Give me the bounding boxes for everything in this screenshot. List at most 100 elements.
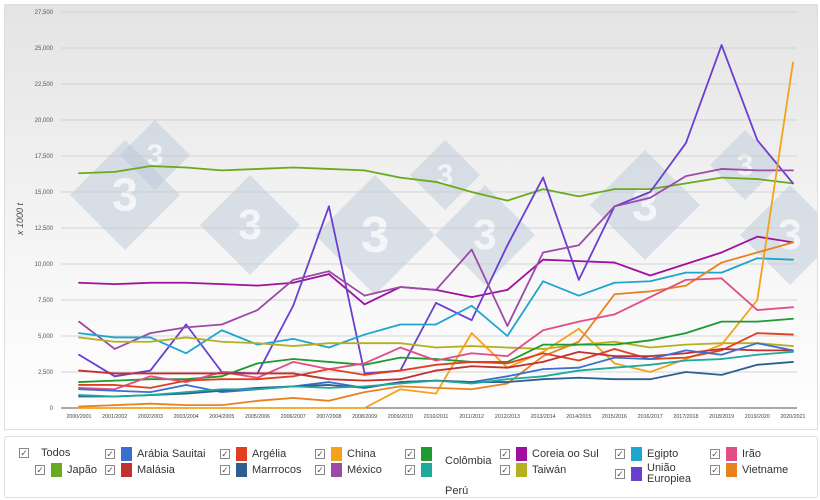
data-point bbox=[756, 299, 759, 301]
data-point bbox=[435, 181, 437, 183]
data-point bbox=[435, 323, 437, 326]
data-point bbox=[78, 353, 80, 356]
checkbox[interactable]: ✓ bbox=[35, 465, 45, 475]
data-point bbox=[220, 375, 223, 378]
data-point bbox=[328, 273, 330, 275]
data-point bbox=[542, 280, 544, 283]
data-point bbox=[363, 372, 366, 375]
checkbox[interactable]: ✓ bbox=[500, 465, 510, 475]
y-tick-label: 7,500 bbox=[38, 298, 54, 304]
legend-swatch bbox=[121, 463, 132, 477]
x-tick-label: 2018/2019 bbox=[709, 414, 734, 420]
data-point bbox=[649, 358, 652, 360]
data-point bbox=[756, 353, 759, 356]
data-point bbox=[613, 366, 616, 369]
checkbox[interactable]: ✓ bbox=[500, 449, 510, 459]
x-axis-ticks: 2000/2001 2001/2002 2002/2003 2003/2004 2004… bbox=[66, 414, 805, 420]
legend-item-jap-o[interactable]: ✓ Japão bbox=[35, 463, 97, 477]
checkbox[interactable]: ✓ bbox=[710, 465, 720, 475]
data-point bbox=[292, 361, 295, 363]
legend-item-arg-lia[interactable]: ✓ Argélia bbox=[220, 447, 286, 461]
y-tick-label: 5,000 bbox=[38, 334, 54, 340]
data-point bbox=[399, 382, 402, 385]
legend-label: Colômbia bbox=[445, 455, 492, 467]
data-point bbox=[363, 169, 366, 172]
data-point bbox=[542, 355, 544, 358]
series-egipto bbox=[78, 257, 794, 355]
checkbox[interactable]: ✓ bbox=[615, 449, 625, 459]
data-point bbox=[542, 375, 544, 378]
data-point bbox=[113, 336, 116, 339]
data-point bbox=[185, 384, 188, 386]
data-point bbox=[220, 388, 223, 391]
data-point bbox=[328, 342, 330, 345]
data-point bbox=[435, 379, 437, 382]
data-point bbox=[113, 404, 116, 407]
legend-item-vietname[interactable]: ✓ Vietname bbox=[710, 463, 788, 477]
series-uni-o-europeia bbox=[78, 44, 794, 378]
svg-text:3: 3 bbox=[737, 149, 754, 182]
checkbox[interactable]: ✓ bbox=[710, 449, 720, 459]
data-point bbox=[220, 378, 223, 381]
data-point bbox=[149, 369, 152, 372]
checkbox[interactable]: ✓ bbox=[220, 465, 230, 475]
legend-item-coreia-oo-sul[interactable]: ✓ Coreia oo Sul bbox=[500, 447, 599, 461]
legend-item-ar-bia-sauitai[interactable]: ✓ Arábia Sauitai bbox=[105, 447, 206, 461]
data-point bbox=[792, 350, 794, 353]
checkbox[interactable]: ✓ bbox=[105, 465, 115, 475]
legend-swatch bbox=[726, 447, 737, 461]
series-arg-lia bbox=[78, 332, 794, 389]
data-point bbox=[220, 329, 223, 332]
legend-item-ir-o[interactable]: ✓ Irão bbox=[710, 447, 761, 461]
legend-item-per-[interactable]: ✓ Perú bbox=[405, 463, 468, 497]
legend-item-mal-sia[interactable]: ✓ Malásia bbox=[105, 463, 175, 477]
data-point bbox=[792, 169, 794, 172]
data-point bbox=[292, 397, 295, 399]
gridlines bbox=[61, 11, 797, 409]
data-point bbox=[328, 361, 330, 363]
checkbox[interactable]: ✓ bbox=[405, 465, 415, 475]
legend-item-m-xico[interactable]: ✓ México bbox=[315, 463, 382, 477]
legend-item-todos[interactable]: ✓ Todos bbox=[19, 447, 70, 459]
series-m-xico bbox=[78, 168, 794, 350]
x-tick-label: 2011/2012 bbox=[459, 414, 484, 420]
data-point bbox=[542, 329, 544, 332]
x-tick-label: 2013/2014 bbox=[531, 414, 556, 420]
legend-item-china[interactable]: ✓ China bbox=[315, 447, 376, 461]
data-point bbox=[78, 332, 80, 335]
data-point bbox=[292, 358, 295, 360]
checkbox[interactable]: ✓ bbox=[220, 449, 230, 459]
data-point bbox=[542, 258, 544, 261]
legend-swatch bbox=[236, 463, 247, 477]
legend-swatch bbox=[631, 447, 642, 461]
checkbox[interactable]: ✓ bbox=[315, 465, 325, 475]
y-axis-label: x 1000 t bbox=[15, 202, 25, 236]
data-point bbox=[649, 296, 652, 299]
legend-label: Perú bbox=[445, 485, 469, 497]
checkbox[interactable]: ✓ bbox=[105, 449, 115, 459]
legend-item-egipto[interactable]: ✓ Egipto bbox=[615, 447, 678, 461]
data-point bbox=[470, 304, 473, 307]
y-tick-label: 17,500 bbox=[35, 154, 54, 160]
watermark-diamond-icon: 3 bbox=[200, 175, 300, 275]
data-point bbox=[649, 188, 652, 191]
data-point bbox=[113, 283, 116, 286]
checkbox[interactable]: ✓ bbox=[615, 469, 625, 479]
checkbox[interactable]: ✓ bbox=[405, 449, 415, 459]
data-point bbox=[792, 361, 794, 363]
data-point bbox=[756, 309, 759, 311]
data-point bbox=[149, 281, 152, 284]
data-point bbox=[756, 139, 759, 142]
data-point bbox=[685, 182, 687, 185]
legend-item-marrrocos[interactable]: ✓ Marrrocos bbox=[220, 463, 302, 477]
y-tick-label: 0 bbox=[50, 406, 54, 412]
checkbox[interactable]: ✓ bbox=[315, 449, 325, 459]
data-point bbox=[113, 340, 116, 343]
legend-item-col-mbia[interactable]: ✓ Colômbia bbox=[405, 447, 491, 467]
legend-item-taiw-n[interactable]: ✓ Taiwán bbox=[500, 463, 566, 477]
watermark-diamond-icon: 3 bbox=[315, 175, 435, 295]
legend-item-uni-o-europiea[interactable]: ✓ União Europiea bbox=[615, 463, 697, 485]
data-point bbox=[328, 168, 330, 170]
checkbox[interactable]: ✓ bbox=[19, 448, 29, 458]
